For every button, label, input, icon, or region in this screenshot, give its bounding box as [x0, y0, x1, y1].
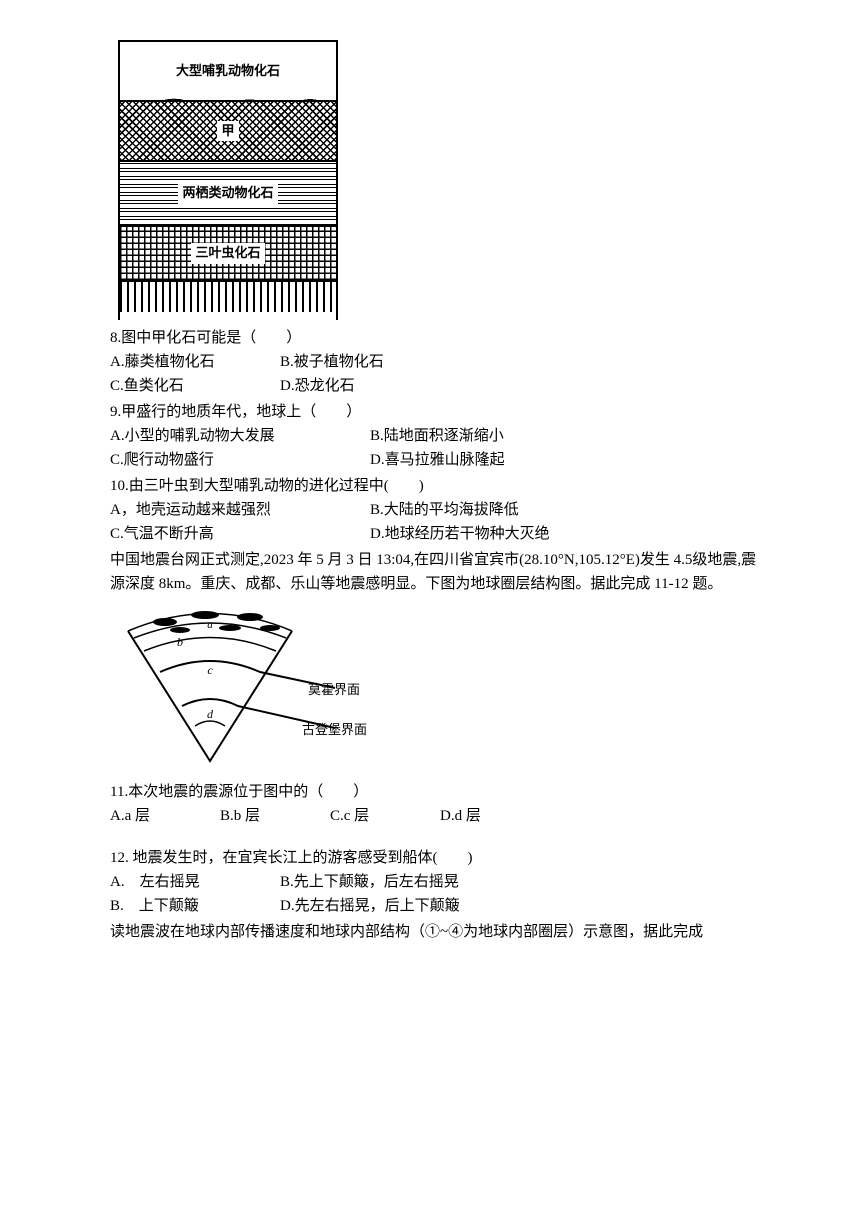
option-b: B.先上下颠簸，后左右摇晃: [280, 870, 459, 894]
question-stem: 10.由三叶虫到大型哺乳动物的进化过程中( ): [110, 474, 770, 498]
option-c: B. 上下颠簸: [110, 894, 280, 918]
layer-a-label: a: [207, 619, 213, 631]
option-c: C.气温不断升高: [110, 522, 370, 546]
options-row: B. 上下颠簸 D.先左右摇晃，后上下颠簸: [110, 894, 770, 918]
option-a: A，地壳运动越来越强烈: [110, 498, 370, 522]
passage-seismic: 读地震波在地球内部传播速度和地球内部结构（①~④为地球内部圈层）示意图，据此完成: [110, 920, 770, 944]
moho-label: 莫霍界面: [308, 680, 360, 701]
question-stem: 8.图中甲化石可能是（ ）: [110, 326, 770, 350]
option-a: A. 左右摇晃: [110, 870, 280, 894]
option-b: B.被子植物化石: [280, 350, 384, 374]
stratum-label: 大型哺乳动物化石: [172, 61, 284, 82]
question-stem: 11.本次地震的震源位于图中的（ ）: [110, 780, 770, 804]
passage-earthquake: 中国地震台网正式测定,2023 年 5 月 3 日 13:04,在四川省宜宾市(…: [110, 548, 770, 596]
option-a: A.小型的哺乳动物大发展: [110, 424, 370, 448]
stratum-layer: 三叶虫化石: [120, 227, 336, 282]
options-row: C.气温不断升高 D.地球经历若干物种大灭绝: [110, 522, 770, 546]
stratum-label: 两栖类动物化石: [178, 183, 277, 204]
option-d: D.d 层: [440, 804, 481, 828]
layer-d-label: d: [207, 707, 214, 721]
option-c: C.c 层: [330, 804, 440, 828]
option-a: A.藤类植物化石: [110, 350, 280, 374]
option-b: B.b 层: [220, 804, 330, 828]
options-row: A.a 层 B.b 层 C.c 层 D.d 层: [110, 804, 770, 828]
option-d: D.喜马拉雅山脉隆起: [370, 448, 505, 472]
stratum-label: 甲: [217, 121, 238, 142]
gutenberg-label: 古登堡界面: [302, 720, 367, 741]
options-row: A.藤类植物化石 B.被子植物化石: [110, 350, 770, 374]
question-11: 11.本次地震的震源位于图中的（ ） A.a 层 B.b 层 C.c 层 D.d…: [110, 780, 770, 828]
options-row: A. 左右摇晃 B.先上下颠簸，后左右摇晃: [110, 870, 770, 894]
stratum-layer: 大型哺乳动物化石: [120, 42, 336, 102]
question-stem: 12. 地震发生时，在宜宾长江上的游客感受到船体( ): [110, 846, 770, 870]
stratum-layer: 两栖类动物化石: [120, 162, 336, 227]
options-row: C.鱼类化石 D.恐龙化石: [110, 374, 770, 398]
option-a: A.a 层: [110, 804, 220, 828]
option-b: B.大陆的平均海拔降低: [370, 498, 519, 522]
earth-wedge-diagram: a b c d 莫霍界面 古登堡界面: [110, 606, 390, 776]
option-d: D.先左右摇晃，后上下颠簸: [280, 894, 460, 918]
layer-c-label: c: [207, 663, 213, 677]
option-d: D.恐龙化石: [280, 374, 355, 398]
question-12: 12. 地震发生时，在宜宾长江上的游客感受到船体( ) A. 左右摇晃 B.先上…: [110, 846, 770, 918]
options-row: A，地壳运动越来越强烈 B.大陆的平均海拔降低: [110, 498, 770, 522]
option-b: B.陆地面积逐渐缩小: [370, 424, 504, 448]
question-10: 10.由三叶虫到大型哺乳动物的进化过程中( ) A，地壳运动越来越强烈 B.大陆…: [110, 474, 770, 546]
option-d: D.地球经历若干物种大灭绝: [370, 522, 550, 546]
options-row: A.小型的哺乳动物大发展 B.陆地面积逐渐缩小: [110, 424, 770, 448]
question-8: 8.图中甲化石可能是（ ） A.藤类植物化石 B.被子植物化石 C.鱼类化石 D…: [110, 326, 770, 398]
option-c: C.爬行动物盛行: [110, 448, 370, 472]
layer-b-label: b: [177, 635, 183, 649]
stratum-layer: 甲: [120, 102, 336, 162]
stratigraphy-diagram: 大型哺乳动物化石 甲 两栖类动物化石 三叶虫化石: [118, 40, 338, 320]
question-9: 9.甲盛行的地质年代，地球上（ ） A.小型的哺乳动物大发展 B.陆地面积逐渐缩…: [110, 400, 770, 472]
question-stem: 9.甲盛行的地质年代，地球上（ ）: [110, 400, 770, 424]
stratum-layer: [120, 282, 336, 312]
stratum-label: 三叶虫化石: [191, 243, 264, 264]
options-row: C.爬行动物盛行 D.喜马拉雅山脉隆起: [110, 448, 770, 472]
option-c: C.鱼类化石: [110, 374, 280, 398]
